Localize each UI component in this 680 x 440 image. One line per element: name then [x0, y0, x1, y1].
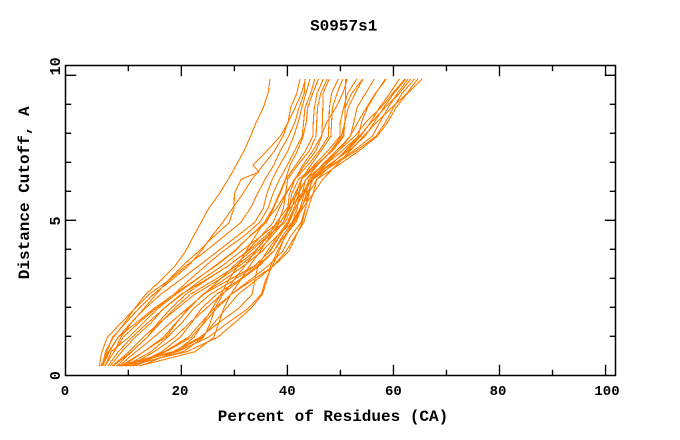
- svg-text:Distance Cutoff, A: Distance Cutoff, A: [16, 106, 34, 279]
- svg-text:0: 0: [48, 371, 65, 380]
- svg-text:20: 20: [172, 384, 189, 400]
- svg-text:5: 5: [48, 216, 65, 225]
- svg-text:S0957s1: S0957s1: [310, 17, 377, 35]
- svg-text:40: 40: [279, 384, 296, 400]
- svg-text:100: 100: [594, 384, 619, 400]
- svg-text:Percent of Residues (CA): Percent of Residues (CA): [218, 408, 448, 426]
- svg-text:80: 80: [490, 384, 507, 400]
- svg-text:10: 10: [48, 57, 65, 75]
- svg-text:0: 0: [61, 384, 69, 400]
- svg-text:60: 60: [385, 384, 402, 400]
